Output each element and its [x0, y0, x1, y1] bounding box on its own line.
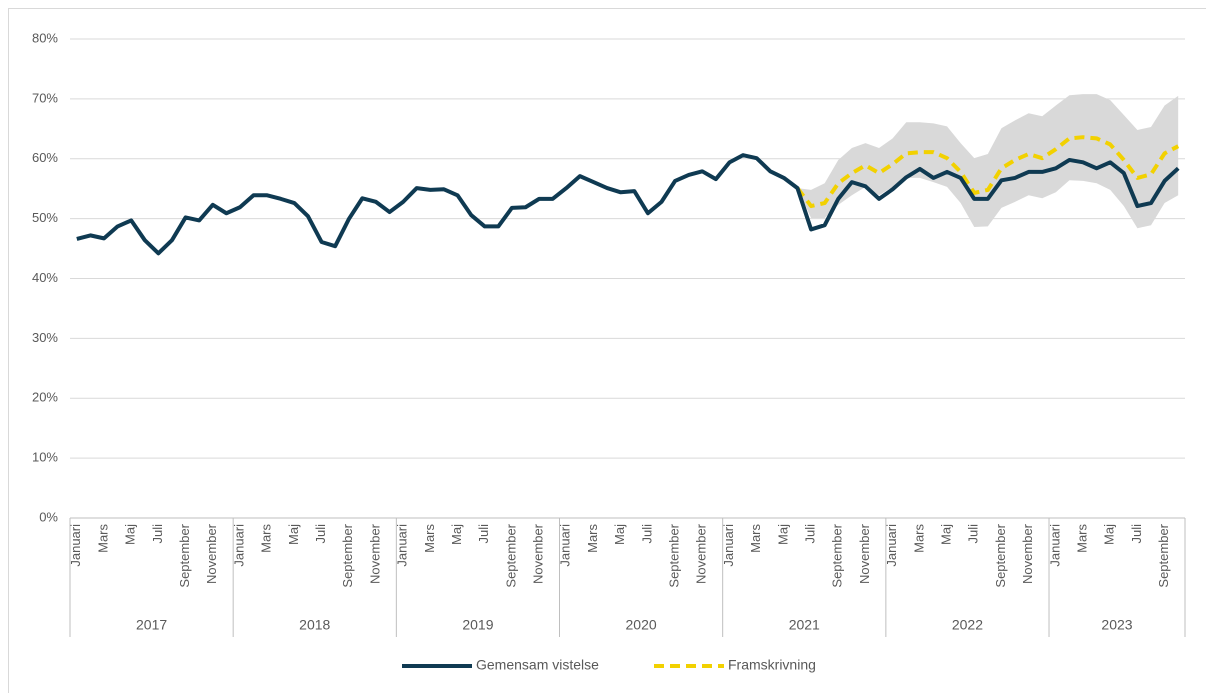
legend-label: Framskrivning: [728, 657, 816, 673]
x-tick-label: Mars: [585, 524, 600, 553]
x-group-label: 2022: [952, 617, 983, 633]
x-group-label: 2021: [789, 617, 820, 633]
x-tick-label: November: [694, 523, 709, 584]
x-tick-label: November: [204, 523, 219, 584]
x-tick-label: Mars: [1074, 524, 1089, 553]
y-tick-label: 60%: [32, 150, 58, 165]
x-tick-label: September: [667, 523, 682, 587]
x-tick-label: Juli: [150, 524, 165, 544]
x-tick-label: September: [503, 523, 518, 587]
band-area: [797, 94, 1178, 228]
x-tick-label: Juli: [1129, 524, 1144, 544]
x-tick-label: Juli: [966, 524, 981, 544]
y-tick-label: 40%: [32, 270, 58, 285]
x-group-label: 2020: [626, 617, 657, 633]
x-tick-label: Maj: [449, 524, 464, 545]
y-tick-label: 80%: [32, 30, 58, 45]
x-tick-label: November: [367, 523, 382, 584]
x-group-label: 2017: [136, 617, 167, 633]
x-tick-label: Juli: [803, 524, 818, 544]
x-tick-label: Mars: [911, 524, 926, 553]
x-tick-label: September: [340, 523, 355, 587]
x-tick-label: Juli: [639, 524, 654, 544]
x-tick-label: Mars: [422, 524, 437, 553]
x-tick-label: November: [857, 523, 872, 584]
y-tick-label: 10%: [32, 450, 58, 465]
x-tick-label: Maj: [286, 524, 301, 545]
y-tick-label: 20%: [32, 390, 58, 405]
x-tick-label: November: [531, 523, 546, 584]
x-tick-label: Juli: [476, 524, 491, 544]
x-tick-label: Mars: [259, 524, 274, 553]
x-tick-label: September: [1156, 523, 1171, 587]
x-tick-label: Maj: [123, 524, 138, 545]
x-tick-label: Maj: [612, 524, 627, 545]
x-tick-label: Juli: [313, 524, 328, 544]
x-tick-label: September: [177, 523, 192, 587]
y-tick-label: 0%: [39, 509, 58, 524]
chart-frame: [9, 9, 1206, 694]
x-group-label: 2019: [462, 617, 493, 633]
x-tick-label: September: [830, 523, 845, 587]
x-tick-label: Mars: [95, 524, 110, 553]
x-tick-label: Maj: [775, 524, 790, 545]
legend-label: Gemensam vistelse: [476, 657, 599, 673]
x-tick-label: September: [993, 523, 1008, 587]
x-tick-label: Maj: [1102, 524, 1117, 545]
x-tick-label: Mars: [748, 524, 763, 553]
y-tick-label: 30%: [32, 330, 58, 345]
x-tick-label: November: [1020, 523, 1035, 584]
y-tick-label: 50%: [32, 210, 58, 225]
x-group-label: 2018: [299, 617, 330, 633]
y-tick-label: 70%: [32, 90, 58, 105]
x-tick-label: Maj: [938, 524, 953, 545]
x-group-label: 2023: [1101, 617, 1132, 633]
